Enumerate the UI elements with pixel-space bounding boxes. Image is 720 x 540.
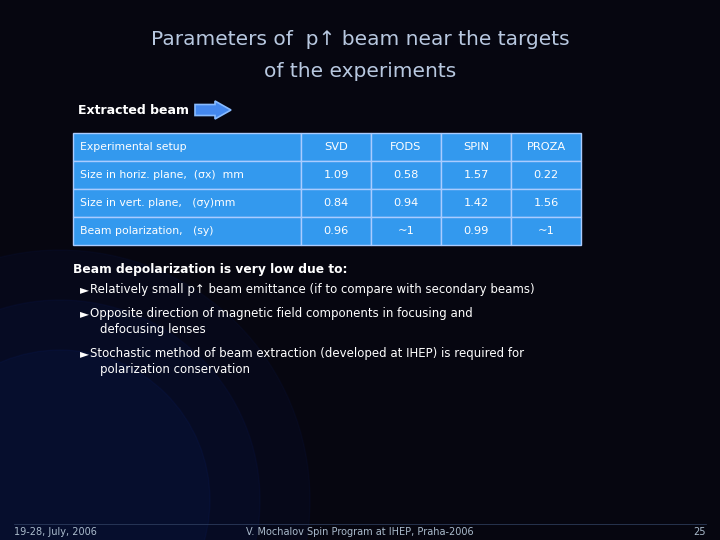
Text: V. Mochalov Spin Program at IHEP, Praha-2006: V. Mochalov Spin Program at IHEP, Praha-… [246, 527, 474, 537]
Text: defocusing lenses: defocusing lenses [100, 323, 206, 336]
Text: of the experiments: of the experiments [264, 62, 456, 81]
Text: 1.57: 1.57 [463, 170, 489, 180]
Text: Size in vert. plane,   (σy)mm: Size in vert. plane, (σy)mm [80, 198, 235, 208]
Bar [441, 133, 511, 161]
Text: Experimental setup: Experimental setup [80, 142, 186, 152]
Bar [511, 189, 581, 217]
Text: 25: 25 [693, 527, 706, 537]
Text: Extracted beam: Extracted beam [78, 104, 189, 117]
Bar [301, 133, 371, 161]
Bar [73, 161, 301, 189]
Bar [73, 189, 301, 217]
Text: polarization conservation: polarization conservation [100, 363, 250, 376]
Bar [371, 217, 441, 245]
Bar [371, 133, 441, 161]
Text: Relatively small p↑ beam emittance (if to compare with secondary beams): Relatively small p↑ beam emittance (if t… [90, 283, 535, 296]
Circle shape [0, 350, 210, 540]
Bar [441, 217, 511, 245]
Text: 0.96: 0.96 [323, 226, 348, 236]
Text: 1.42: 1.42 [464, 198, 489, 208]
Text: Beam depolarization is very low due to:: Beam depolarization is very low due to: [73, 263, 348, 276]
Circle shape [0, 250, 310, 540]
Text: ►: ► [80, 307, 89, 320]
Bar [511, 133, 581, 161]
Text: 0.22: 0.22 [534, 170, 559, 180]
FancyArrow shape [195, 101, 231, 119]
Bar [301, 189, 371, 217]
Text: 1.09: 1.09 [323, 170, 348, 180]
Text: Stochastic method of beam extraction (developed at IHEP) is required for: Stochastic method of beam extraction (de… [90, 347, 524, 360]
Text: SPIN: SPIN [463, 142, 489, 152]
Text: Opposite direction of magnetic field components in focusing and: Opposite direction of magnetic field com… [90, 307, 473, 320]
Text: 0.94: 0.94 [393, 198, 418, 208]
Text: 1.56: 1.56 [534, 198, 559, 208]
Bar [301, 217, 371, 245]
Text: ►: ► [80, 283, 89, 296]
Text: PROZA: PROZA [526, 142, 566, 152]
Bar [301, 161, 371, 189]
Bar [511, 217, 581, 245]
Text: Parameters of  p↑ beam near the targets: Parameters of p↑ beam near the targets [150, 30, 570, 49]
Text: SVD: SVD [324, 142, 348, 152]
Text: 0.58: 0.58 [393, 170, 419, 180]
Circle shape [0, 300, 260, 540]
Text: Size in horiz. plane,  (σx)  mm: Size in horiz. plane, (σx) mm [80, 170, 244, 180]
Text: FODS: FODS [390, 142, 422, 152]
Bar [73, 133, 301, 161]
Text: 0.99: 0.99 [463, 226, 489, 236]
Bar [441, 189, 511, 217]
Text: 19-28, July, 2006: 19-28, July, 2006 [14, 527, 97, 537]
Text: ~1: ~1 [397, 226, 415, 236]
Bar [371, 161, 441, 189]
Text: ►: ► [80, 347, 89, 360]
Bar [73, 217, 301, 245]
Text: ~1: ~1 [538, 226, 554, 236]
Bar [441, 161, 511, 189]
Bar [511, 161, 581, 189]
Text: Beam polarization,   (sy): Beam polarization, (sy) [80, 226, 214, 236]
Text: 0.84: 0.84 [323, 198, 348, 208]
Bar [371, 189, 441, 217]
